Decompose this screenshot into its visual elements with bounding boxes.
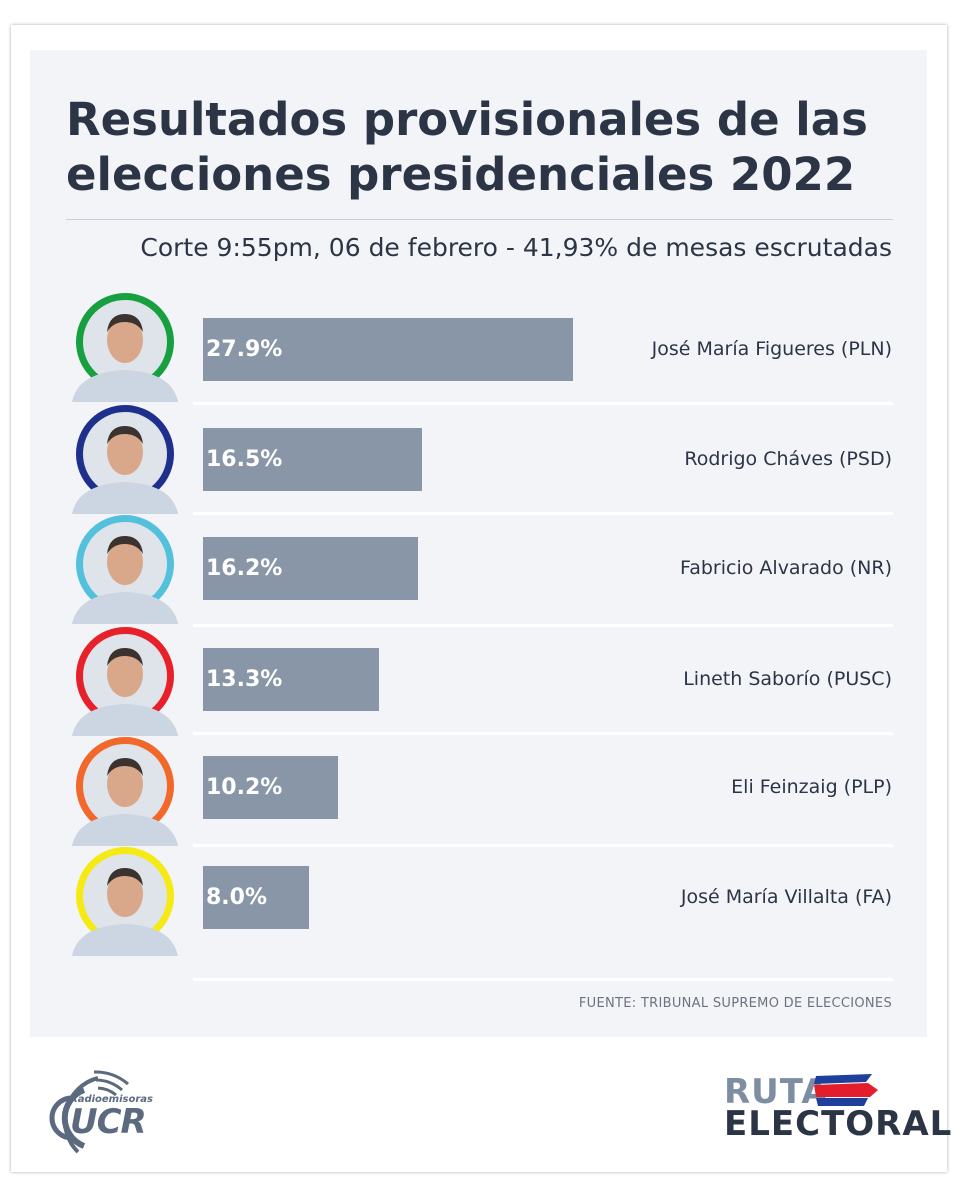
candidate-avatar xyxy=(72,737,178,846)
candidate-avatar xyxy=(72,515,178,624)
ruta-electoral-logo-line1: RUTA xyxy=(724,1072,829,1112)
chart-title: Resultados provisionales de las eleccion… xyxy=(66,93,868,201)
candidate-avatar xyxy=(72,847,178,956)
candidate-name-label: Fabricio Alvarado (NR) xyxy=(680,557,892,579)
bar xyxy=(203,648,379,711)
bar-value-label: 16.5% xyxy=(206,447,283,472)
bar xyxy=(203,537,418,600)
bar-value-label: 8.0% xyxy=(206,885,268,910)
row-separator xyxy=(193,402,893,405)
source-note: FUENTE: TRIBUNAL SUPREMO DE ELECCIONES xyxy=(578,996,892,1011)
chart-panel xyxy=(30,50,927,1037)
candidate-name-label: Rodrigo Cháves (PSD) xyxy=(684,448,892,470)
row-separator xyxy=(193,978,893,981)
chart-subtitle: Corte 9:55pm, 06 de febrero - 41,93% de … xyxy=(140,233,892,262)
bar xyxy=(203,428,422,491)
candidate-avatar xyxy=(72,627,178,736)
row-separator xyxy=(193,624,893,627)
row-separator xyxy=(193,512,893,515)
candidate-avatar xyxy=(72,405,178,514)
bar xyxy=(203,756,338,819)
bar xyxy=(203,866,309,929)
candidate-name-label: José María Figueres (PLN) xyxy=(651,338,892,360)
bar-value-label: 16.2% xyxy=(206,556,283,581)
bar-value-label: 13.3% xyxy=(206,667,283,692)
ucr-logo-text: UCR xyxy=(70,1102,147,1142)
candidate-avatar xyxy=(72,293,178,402)
candidate-name-label: Eli Feinzaig (PLP) xyxy=(731,776,892,798)
ruta-electoral-logo-line2: ELECTORAL xyxy=(724,1104,953,1144)
bar-value-label: 10.2% xyxy=(206,775,283,800)
costa-rica-flag-icon xyxy=(814,1074,878,1106)
ucr-logo-subtitle: Radioemisoras xyxy=(70,1094,153,1105)
candidate-name-label: Lineth Saborío (PUSC) xyxy=(683,668,892,690)
candidate-name-label: José María Villalta (FA) xyxy=(680,886,892,908)
row-separator xyxy=(193,844,893,847)
radioemisoras-ucr-logo xyxy=(49,1070,129,1154)
row-separator xyxy=(193,732,893,735)
bar-value-label: 27.9% xyxy=(206,337,283,362)
title-divider xyxy=(66,219,893,220)
bar xyxy=(203,318,573,381)
